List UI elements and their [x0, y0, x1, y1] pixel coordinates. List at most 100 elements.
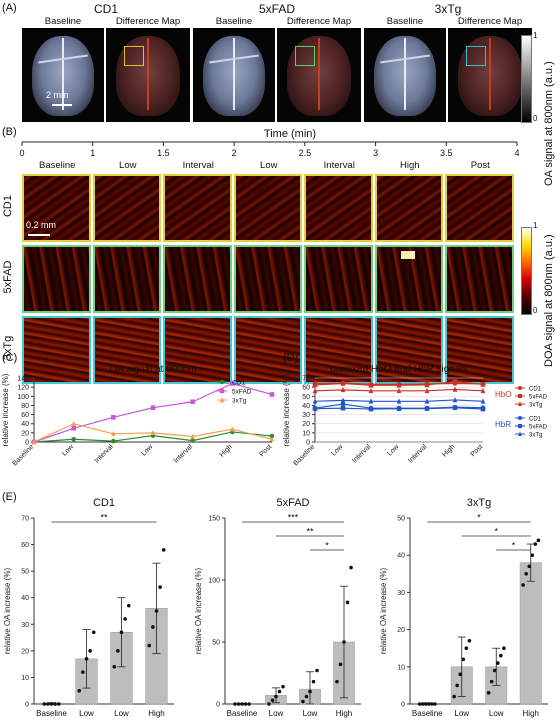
data-point: [71, 425, 76, 431]
data-point: [269, 436, 275, 442]
data-point: [84, 657, 89, 661]
time-tick-label: 0: [19, 148, 24, 158]
significance-label: *: [512, 541, 516, 551]
data-point: [243, 702, 248, 706]
data-point: [349, 565, 353, 570]
data-point: [527, 564, 532, 569]
data-point: [71, 436, 76, 442]
significance-label: ***: [288, 513, 299, 523]
y-tick-label: 40: [397, 553, 405, 560]
data-point: [424, 387, 430, 394]
data-point: [315, 668, 319, 673]
y-tick-label: 70: [302, 376, 310, 383]
baseline-header: Baseline: [44, 16, 82, 27]
data-point: [518, 416, 522, 420]
data-point: [247, 702, 251, 706]
y-tick-label: 150: [208, 516, 220, 523]
y-tick-label: 50: [21, 569, 29, 576]
time-axis: 0 1 1.5 2 2.5 3 3.5 4: [19, 141, 520, 158]
colorbar-b-min: 0: [533, 306, 538, 315]
image-tile: [22, 245, 91, 313]
x-tick-label: Low: [269, 709, 284, 718]
data-point: [518, 386, 522, 390]
data-point: [424, 406, 430, 411]
condition-label: Baseline: [39, 160, 76, 171]
data-point: [368, 406, 374, 412]
data-point: [396, 383, 402, 388]
baseline-image: [364, 28, 446, 122]
x-tick-label: Interval: [407, 443, 428, 464]
legend-label: CD1: [529, 416, 542, 422]
data-point: [340, 381, 346, 386]
data-point: [452, 386, 458, 392]
time-tick-label: 2: [232, 148, 237, 158]
data-point: [345, 600, 350, 605]
data-point: [77, 688, 82, 693]
data-point: [270, 698, 275, 703]
x-tick-label: High: [336, 709, 352, 718]
x-tick-label: Baseline: [11, 443, 35, 467]
data-point: [518, 424, 522, 428]
x-tick-label: Low: [330, 443, 345, 458]
y-tick-label: 70: [21, 516, 29, 523]
y-tick-label: 30: [302, 412, 310, 419]
image-tile: [92, 245, 161, 313]
y-tick-label: 50: [302, 394, 310, 401]
data-point: [46, 702, 50, 706]
colorbar-a-min: 0: [533, 114, 538, 123]
image-tile: [233, 174, 302, 242]
baseline-header: Baseline: [215, 16, 253, 27]
colorbar-a: [521, 35, 532, 123]
group-title-cd1: CD1: [93, 2, 118, 16]
y-tick-label: 20: [302, 421, 310, 428]
image-tile: [233, 245, 302, 313]
legend-group-label: HbR: [495, 420, 511, 429]
x-tick-label: Low: [140, 443, 155, 458]
roi-box: [295, 46, 315, 66]
x-tick-label: Baseline: [412, 709, 443, 718]
image-tile: [92, 316, 161, 384]
y-tick-label: 0: [401, 702, 405, 709]
data-point: [518, 401, 522, 406]
x-tick-label: Low: [303, 709, 318, 718]
y-tick-label: 100: [208, 578, 220, 585]
midline-vessel: [404, 38, 406, 110]
image-tile: [374, 174, 443, 242]
midline-vessel: [489, 38, 491, 110]
data-point: [424, 382, 430, 388]
y-axis-label: relative OA increase (%): [379, 568, 388, 655]
chart-e-5xfad: 5xFAD 0 50 100 150 relative OA increase (%) Ba…: [194, 497, 361, 718]
y-tick-label: 30: [21, 622, 29, 629]
legend-label: CD1: [529, 386, 542, 392]
data-point: [71, 420, 76, 427]
data-point: [533, 542, 538, 546]
data-point: [42, 702, 47, 706]
chart-title: unmixed HbO and HbR signals: [330, 364, 467, 375]
midline-vessel: [147, 38, 149, 110]
y-tick-label: 10: [302, 430, 310, 437]
legend-label: CD1: [232, 380, 245, 387]
data-point: [480, 398, 486, 404]
data-point: [190, 433, 195, 439]
x-tick-label: Baseline: [292, 443, 316, 467]
data-point: [455, 683, 459, 688]
y-tick-label: 60: [21, 542, 29, 549]
data-point: [304, 694, 309, 699]
y-tick-label: 60: [302, 385, 310, 392]
image-tile: [233, 316, 302, 384]
panel-d-label: (D): [283, 352, 299, 364]
chart-title: 3xTg: [467, 497, 491, 509]
panel-a-label: (A): [2, 2, 17, 14]
x-tick-label: Low: [386, 443, 401, 458]
image-tile: [445, 174, 514, 242]
x-tick-label: Baseline: [36, 709, 67, 718]
midline-vessel: [318, 38, 320, 110]
data-point: [489, 679, 494, 684]
time-tick-label: 1.5: [157, 148, 170, 158]
y-axis-label: relative increase (%): [1, 373, 10, 446]
baseline-image: [193, 28, 275, 122]
row-label-cd1: CD1: [2, 195, 14, 218]
y-axis-label: relative OA increase (%): [3, 568, 12, 655]
significance-label: *: [325, 541, 329, 551]
legend-label: 3xTg: [529, 432, 542, 438]
